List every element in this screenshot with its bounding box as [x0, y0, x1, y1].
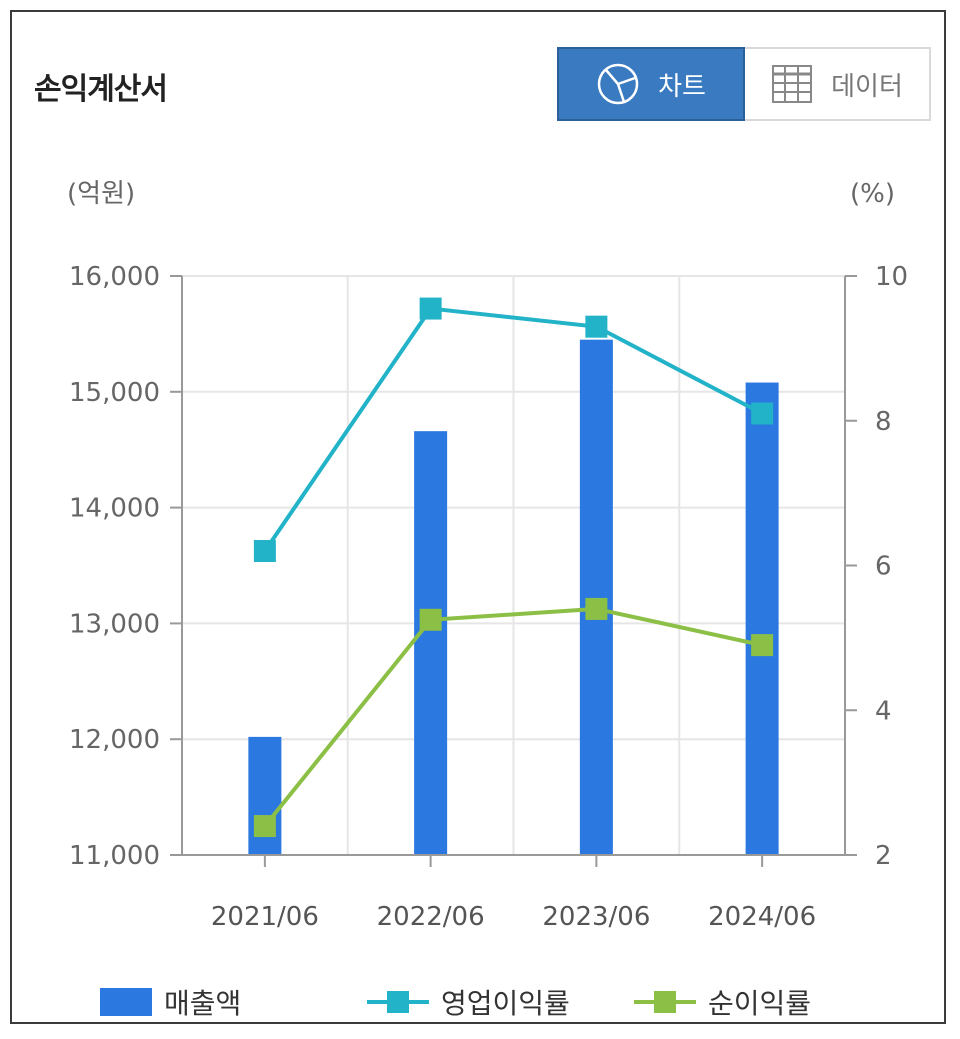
- chart-panel: 손익계산서 차트 데이터 (억원) (%): [10, 10, 946, 1024]
- point-net-margin: [253, 815, 276, 838]
- bar-sales: [248, 736, 282, 855]
- bar-sales: [579, 339, 613, 855]
- bar-sales: [414, 431, 448, 855]
- data-view-button[interactable]: 데이터: [745, 47, 931, 121]
- page-title: 손익계산서: [34, 72, 168, 107]
- point-net-margin: [585, 597, 608, 620]
- data-view-label: 데이터: [831, 71, 903, 102]
- right-tick-label: 6: [875, 552, 892, 582]
- view-toggle: 차트 데이터: [557, 47, 931, 121]
- legend-item-net-margin[interactable]: 순이익률: [634, 982, 811, 1022]
- point-operating-margin: [253, 540, 276, 563]
- right-tick-label: 10: [875, 262, 908, 292]
- chart-view-button[interactable]: 차트: [557, 47, 745, 121]
- x-tick-label: 2024/06: [708, 902, 816, 932]
- legend-label-sales: 매출액: [164, 987, 242, 1020]
- legend-label-operating-margin: 영업이익률: [441, 987, 570, 1020]
- left-axis-unit: (억원): [67, 179, 135, 209]
- pie-chart-icon: [597, 63, 639, 105]
- chart-canvas: (억원) (%) 16,000 15,000 14,000 13,000 12,000 1…: [67, 179, 908, 932]
- point-net-margin: [751, 634, 774, 657]
- right-tick-label: 4: [875, 696, 892, 726]
- right-axis-unit: (%): [850, 179, 895, 209]
- line-operating-margin: [263, 306, 764, 553]
- x-tick-label: 2022/06: [377, 902, 485, 932]
- left-tick-label: 11,000: [69, 841, 160, 871]
- legend-item-operating-margin[interactable]: 영업이익률: [367, 982, 570, 1022]
- table-grid-icon: [772, 65, 813, 103]
- x-tick-label: 2023/06: [542, 902, 650, 932]
- point-operating-margin: [585, 315, 608, 338]
- left-tick-label: 15,000: [69, 378, 160, 408]
- legend-label-net-margin: 순이익률: [708, 987, 812, 1020]
- point-operating-margin: [751, 402, 774, 425]
- point-net-margin: [419, 608, 442, 631]
- legend-swatch-net-margin: [634, 991, 696, 1013]
- left-tick-label: 13,000: [69, 609, 160, 639]
- x-tick-label: 2021/06: [211, 902, 319, 932]
- legend-swatch-operating-margin: [367, 991, 429, 1013]
- line-net-margin: [263, 606, 763, 828]
- right-tick-label: 8: [875, 407, 892, 437]
- legend-item-sales[interactable]: 매출액: [100, 982, 241, 1022]
- left-tick-label: 16,000: [69, 262, 160, 292]
- left-tick-label: 14,000: [69, 494, 160, 524]
- point-operating-margin: [419, 297, 442, 320]
- left-tick-label: 12,000: [69, 725, 160, 755]
- legend-swatch-sales: [100, 988, 152, 1016]
- bar-sales: [745, 382, 779, 855]
- chart-view-label: 차트: [658, 71, 706, 102]
- right-tick-label: 2: [875, 841, 892, 871]
